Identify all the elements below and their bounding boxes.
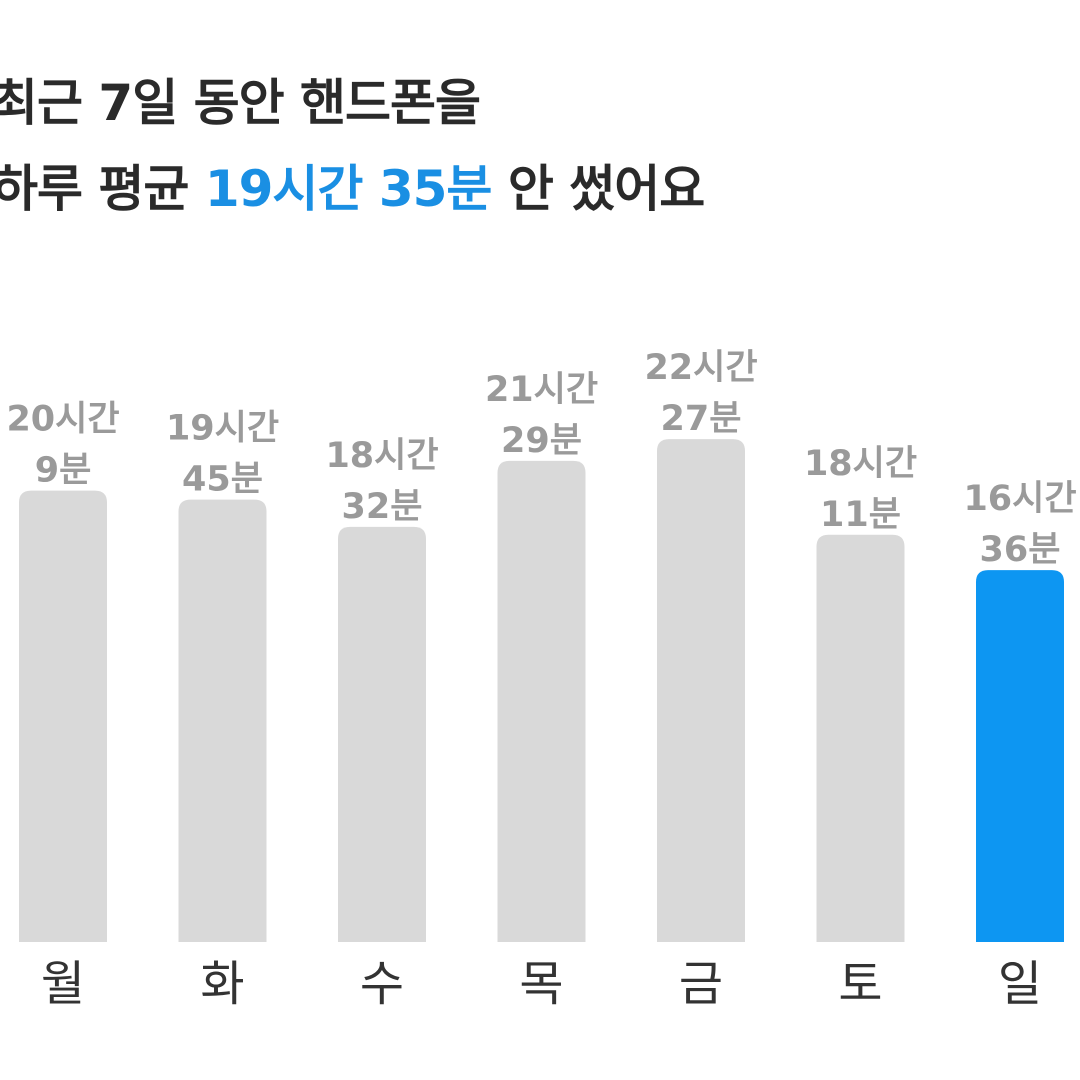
- bar-5-value-label-line-1: 22시간: [644, 348, 757, 388]
- bar-4: [497, 460, 586, 942]
- average-time-highlight: 19시간 35분: [204, 160, 493, 218]
- value-labels-group: 20시간 9분 19시간 45분 18시간 32분 21시간 29분 22시간 27분 18시간 11…: [6, 348, 1076, 570]
- bar-3-value-label-line-1: 18시간: [325, 436, 438, 476]
- bar-1: [19, 490, 107, 942]
- headline-line-2-prefix: 하루 평균: [0, 160, 205, 218]
- headline-line-2-suffix: 안 썼어요: [491, 160, 705, 218]
- bar-6-value-label-line-2: 11분: [820, 495, 901, 535]
- bar-1-value-label-line-2: 9분: [35, 451, 92, 491]
- headline-line-1: 최근 7일 동안 핸드폰을: [0, 74, 481, 132]
- bar-3: [338, 526, 426, 942]
- bar-7: [976, 570, 1064, 942]
- day-label-7: 일: [998, 956, 1042, 1012]
- bar-2-value-label-line-2: 45분: [182, 460, 263, 500]
- bars-group: [19, 439, 1064, 942]
- day-label-2: 화: [200, 956, 244, 1012]
- bar-2-value-label-line-1: 19시간: [166, 409, 279, 449]
- bar-3-value-label-line-2: 32분: [342, 487, 423, 527]
- bar-6: [816, 534, 905, 942]
- day-label-4: 목: [519, 956, 563, 1012]
- day-label-6: 토: [838, 956, 882, 1012]
- bar-7-value-label-line-1: 16시간: [963, 479, 1076, 519]
- bar-4-value-label-line-2: 29분: [501, 421, 582, 461]
- bar-6-value-label-line-1: 18시간: [804, 444, 917, 484]
- bar-4-value-label-line-1: 21시간: [485, 370, 598, 410]
- day-label-3: 수: [360, 956, 404, 1012]
- bar-5: [657, 439, 745, 942]
- page-title: 최근 7일 동안 핸드폰을 하루 평균 19시간 35분 안 썼어요: [0, 60, 705, 232]
- bar-5-value-label-line-2: 27분: [661, 399, 742, 439]
- bar-1-value-label-line-1: 20시간: [6, 400, 119, 440]
- day-label-1: 월: [41, 956, 85, 1012]
- bar-2: [178, 499, 267, 942]
- day-label-5: 금: [679, 956, 723, 1012]
- bar-7-value-label-line-2: 36분: [980, 530, 1061, 570]
